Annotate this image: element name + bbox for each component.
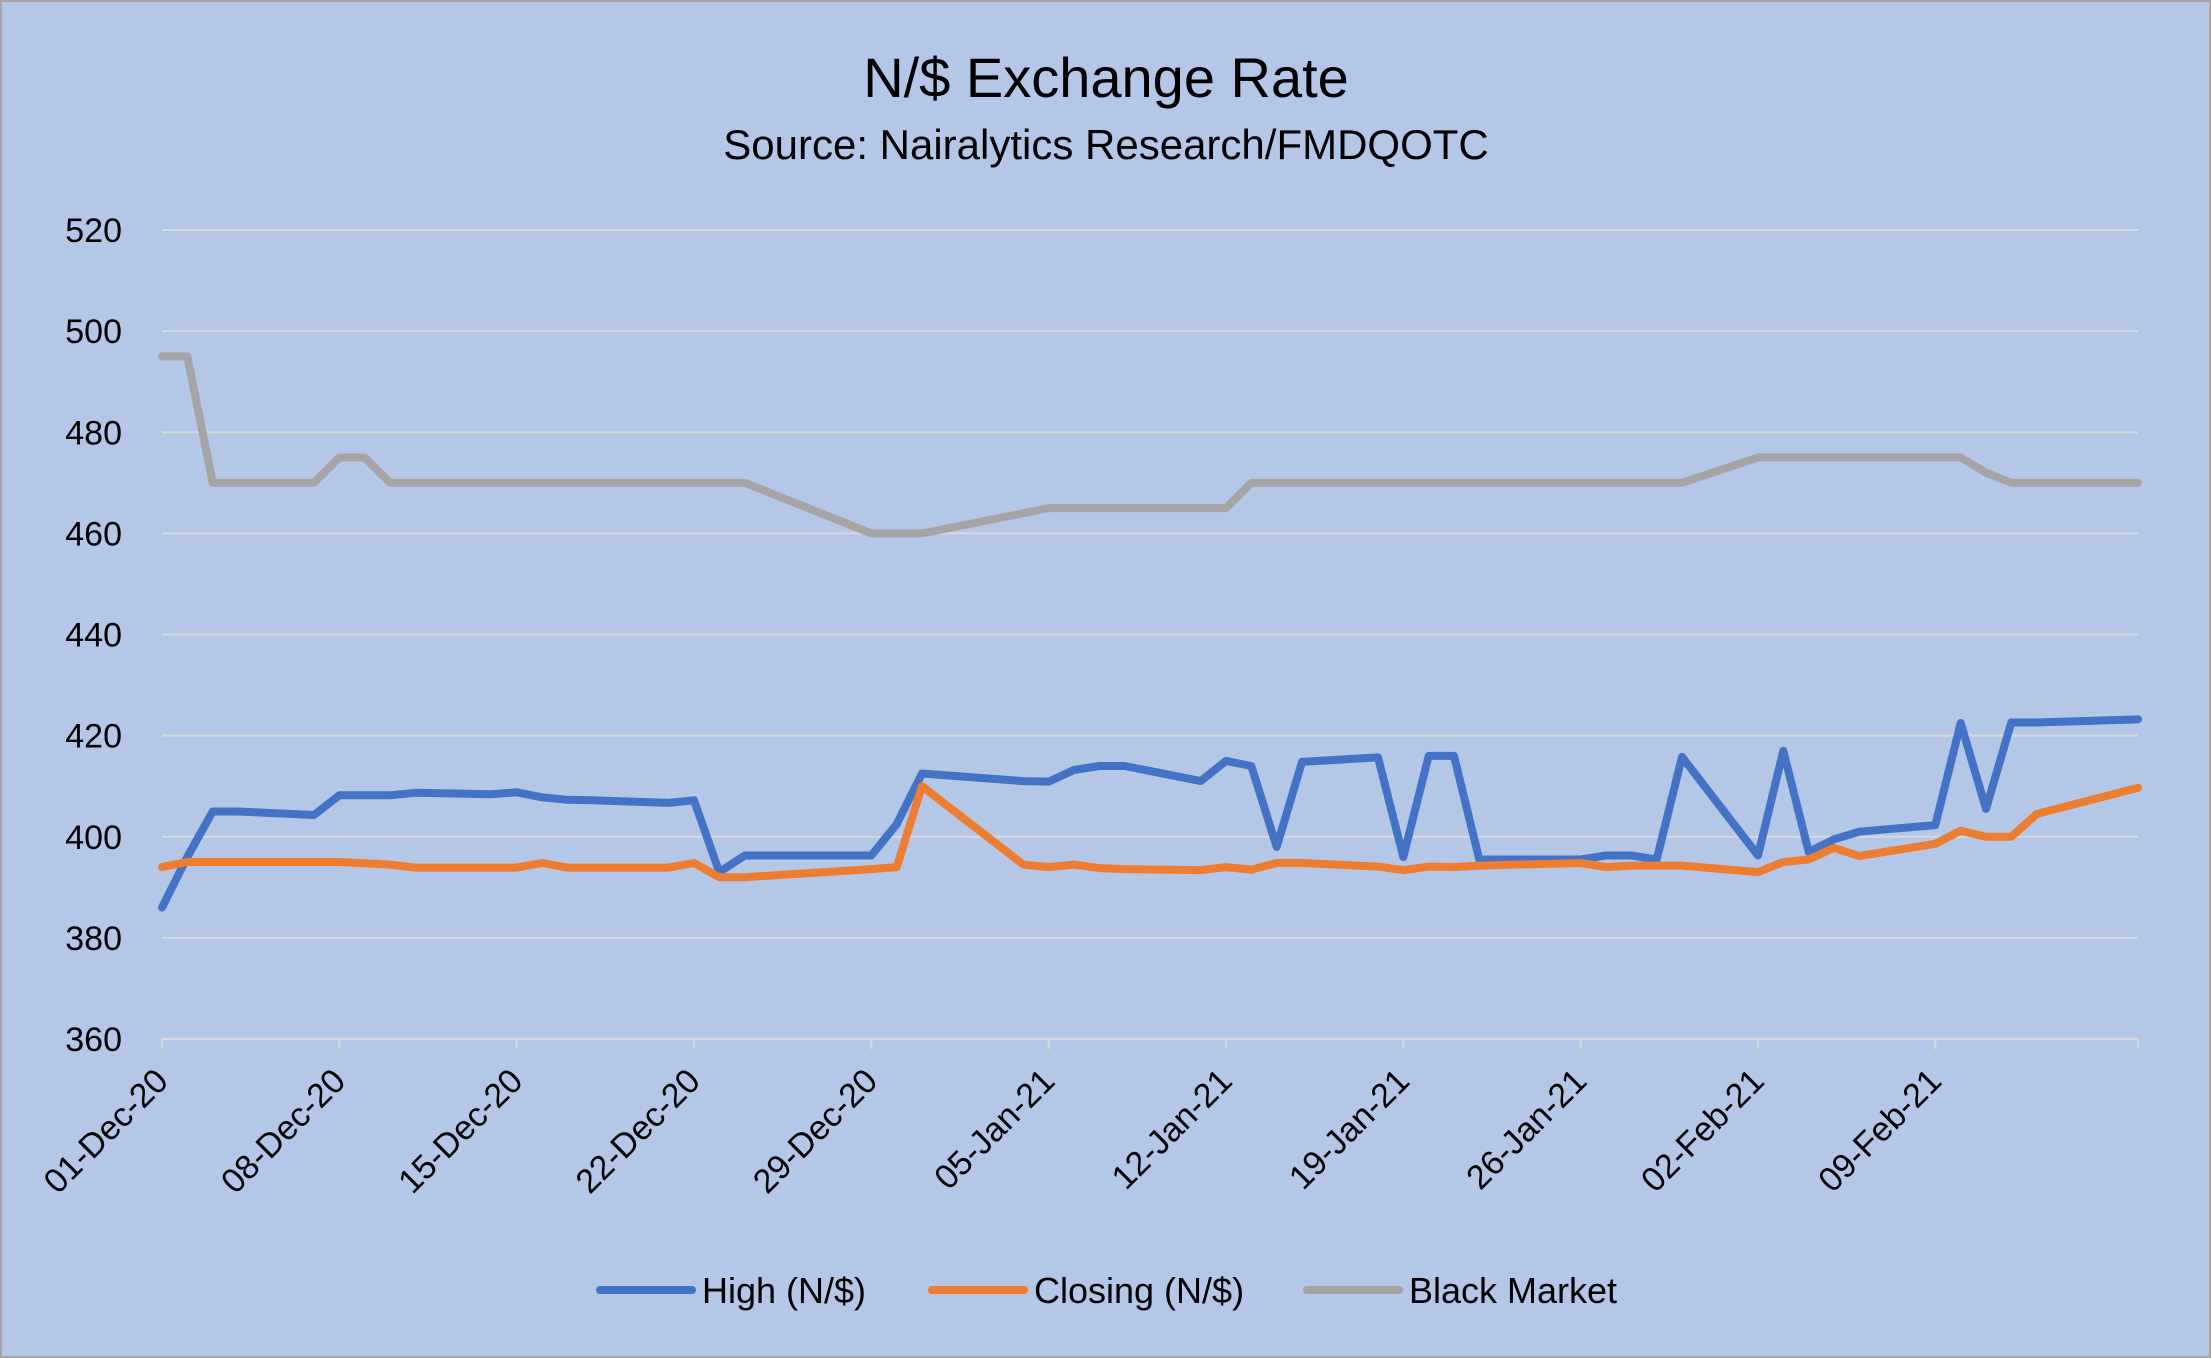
y-axis-labels: 360 380 400 420 440 460 480 500 520 — [65, 212, 122, 1059]
x-tick-label: 12-Jan-21 — [1105, 1062, 1240, 1197]
gridlines — [162, 229, 2138, 939]
y-tick-label: 520 — [65, 212, 122, 250]
legend: High (N/$) Closing (N/$) Black Market — [596, 1270, 1617, 1311]
y-tick-label: 460 — [65, 515, 122, 553]
x-tick-label: 09-Feb-21 — [1811, 1062, 1949, 1200]
x-tick-label: 01-Dec-20 — [37, 1062, 176, 1201]
x-tick-label: 22-Dec-20 — [569, 1062, 708, 1201]
x-axis — [161, 1038, 2139, 1049]
legend-label: Black Market — [1409, 1270, 1617, 1311]
x-tick-label: 02-Feb-21 — [1634, 1062, 1772, 1200]
legend-label: Closing (N/$) — [1034, 1270, 1244, 1311]
y-tick-label: 380 — [65, 920, 122, 958]
chart-subtitle: Source: Nairalytics Research/FMDQOTC — [723, 121, 1489, 168]
x-tick-label: 19-Jan-21 — [1282, 1062, 1417, 1197]
series-lines — [158, 352, 2142, 912]
chart-title: N/$ Exchange Rate — [863, 46, 1349, 109]
x-axis-labels: 01-Dec-20 08-Dec-20 15-Dec-20 22-Dec-20 29-D… — [37, 1062, 1949, 1201]
y-tick-label: 480 — [65, 414, 122, 452]
y-tick-label: 420 — [65, 718, 122, 756]
x-tick-label: 29-Dec-20 — [746, 1062, 885, 1201]
legend-label: High (N/$) — [702, 1270, 866, 1311]
series-line-black-market — [158, 352, 2142, 538]
y-tick-label: 440 — [65, 617, 122, 655]
x-tick-label: 15-Dec-20 — [391, 1062, 530, 1201]
y-tick-label: 500 — [65, 313, 122, 351]
x-tick-label: 26-Jan-21 — [1459, 1062, 1594, 1197]
series-line-high-n — [158, 715, 2142, 912]
series-line-closing-n — [158, 782, 2142, 882]
y-tick-label: 400 — [65, 819, 122, 857]
x-tick-label: 08-Dec-20 — [214, 1062, 353, 1201]
x-tick-label: 05-Jan-21 — [927, 1062, 1062, 1197]
y-tick-label: 360 — [65, 1021, 122, 1059]
